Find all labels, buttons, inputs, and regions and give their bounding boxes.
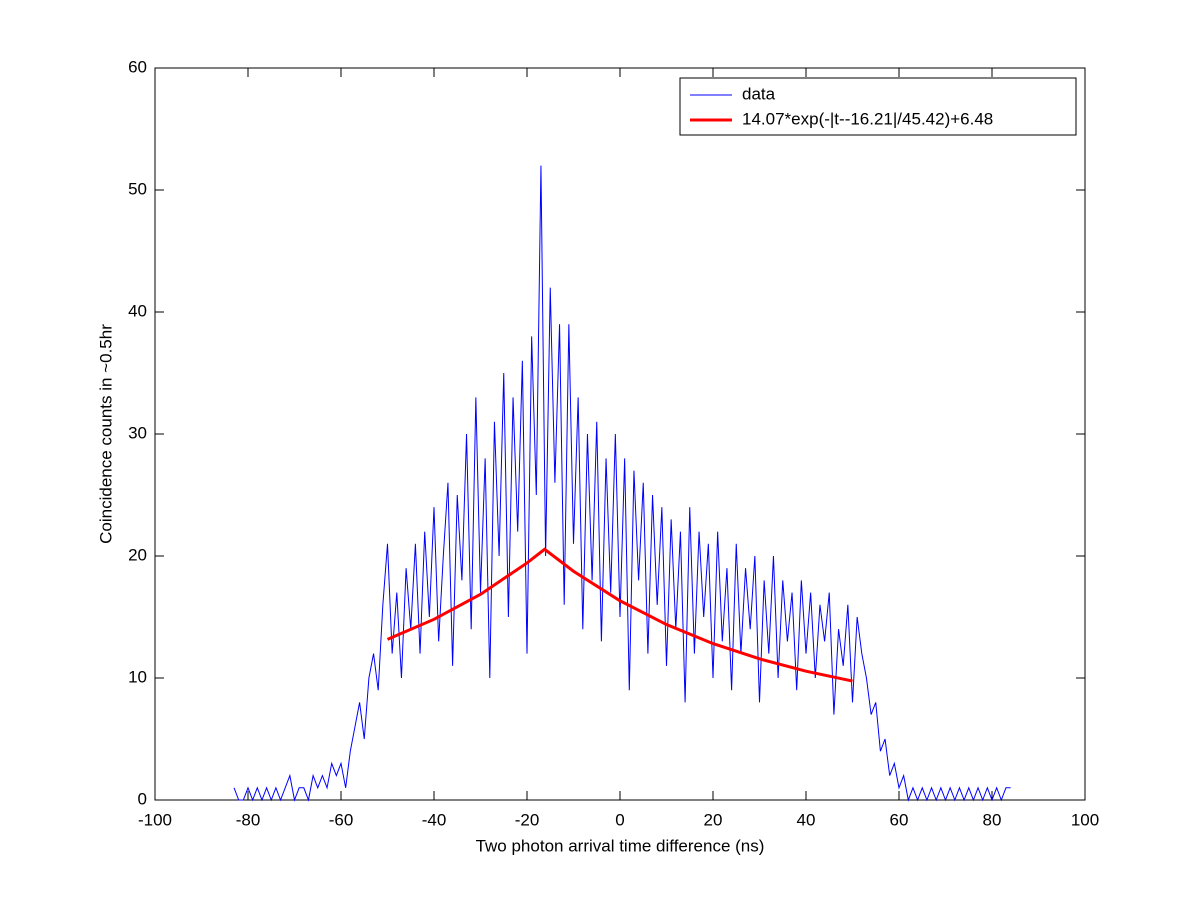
x-tick-label: 0 bbox=[615, 810, 624, 829]
y-tick-label: 40 bbox=[128, 301, 147, 320]
x-tick-label: -40 bbox=[422, 810, 447, 829]
legend-label: 14.07*exp(-|t--16.21|/45.42)+6.48 bbox=[742, 109, 993, 128]
x-tick-label: 80 bbox=[983, 810, 1002, 829]
y-tick-label: 50 bbox=[128, 179, 147, 198]
x-tick-label: 20 bbox=[704, 810, 723, 829]
y-tick-label: 30 bbox=[128, 423, 147, 442]
x-tick-label: 60 bbox=[890, 810, 909, 829]
y-tick-label: 0 bbox=[138, 789, 147, 808]
x-tick-label: 100 bbox=[1071, 810, 1099, 829]
legend-label: data bbox=[742, 84, 776, 103]
x-axis-label: Two photon arrival time difference (ns) bbox=[476, 836, 765, 855]
data-line bbox=[233, 165, 1011, 802]
x-tick-label: -60 bbox=[329, 810, 354, 829]
y-tick-label: 20 bbox=[128, 545, 147, 564]
x-tick-label: -20 bbox=[515, 810, 540, 829]
y-axis-label: Coincidence counts in ~0.5hr bbox=[96, 324, 115, 544]
x-tick-label: -100 bbox=[138, 810, 172, 829]
data-line bbox=[386, 547, 853, 683]
legend-box bbox=[679, 77, 1077, 136]
y-tick-label: 10 bbox=[128, 667, 147, 686]
x-tick-label: -80 bbox=[236, 810, 261, 829]
x-tick-label: 40 bbox=[797, 810, 816, 829]
plot-area bbox=[154, 67, 1086, 801]
y-tick-label: 60 bbox=[128, 57, 147, 76]
